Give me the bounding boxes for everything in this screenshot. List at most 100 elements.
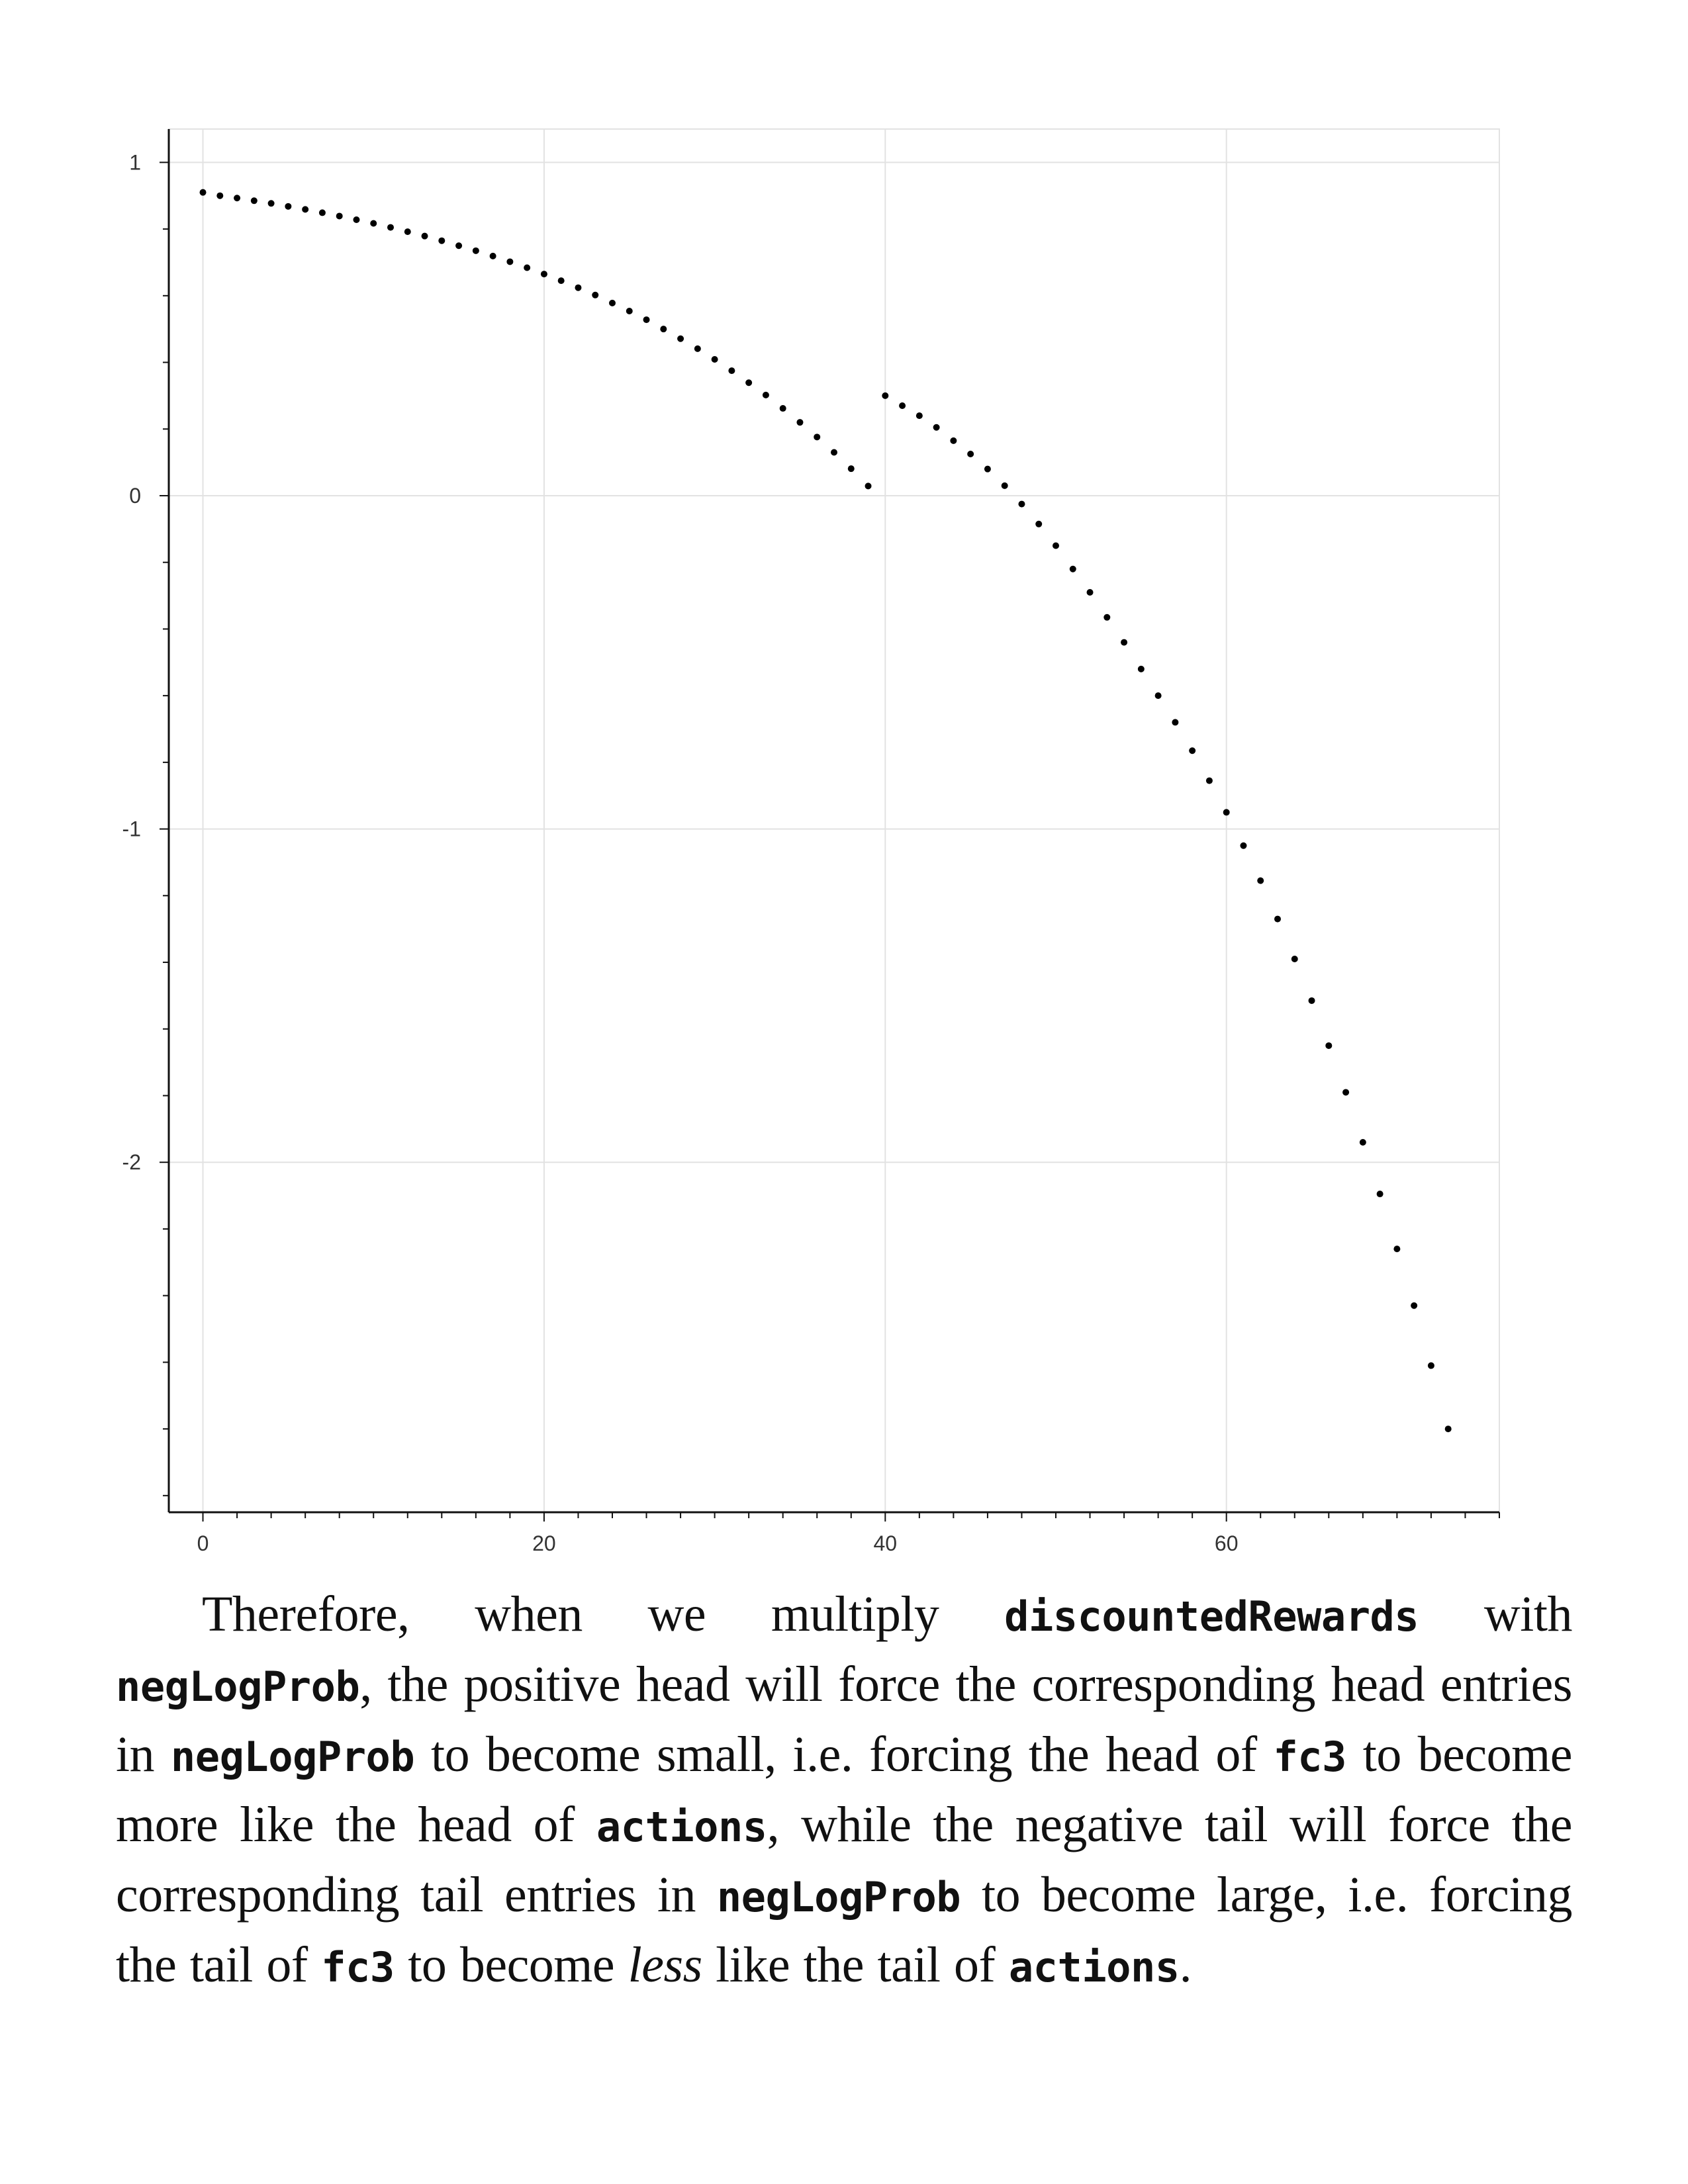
data-point: [1189, 747, 1196, 754]
data-point: [1308, 997, 1315, 1004]
y-tick-label: 0: [129, 484, 141, 508]
data-point: [660, 326, 667, 333]
data-point: [234, 195, 241, 202]
data-point: [1001, 482, 1008, 489]
chart-grid: [168, 128, 1500, 1513]
x-tick-label: 0: [197, 1531, 209, 1555]
data-point: [1444, 1426, 1452, 1433]
chart-axes: [167, 129, 1499, 1514]
data-point: [796, 419, 804, 426]
data-point: [438, 237, 445, 244]
data-point: [557, 277, 565, 285]
data-point: [1359, 1138, 1366, 1146]
x-tick-label: 20: [532, 1531, 556, 1555]
data-point: [1053, 542, 1059, 549]
data-point: [1274, 915, 1281, 923]
data-point: [285, 203, 292, 210]
data-point: [745, 379, 753, 387]
data-point: [302, 206, 309, 213]
data-point: [1376, 1191, 1383, 1198]
text-run: to become large, i.e. forcing the tail o…: [116, 1867, 1573, 1993]
code-discountedRewards: discountedRewards: [1004, 1592, 1419, 1641]
data-point: [933, 424, 940, 431]
data-point: [1325, 1042, 1333, 1049]
data-point: [336, 212, 343, 220]
data-point: [524, 264, 531, 271]
data-point: [1103, 614, 1111, 621]
data-point: [762, 391, 769, 398]
data-point: [421, 232, 428, 240]
data-point: [1291, 956, 1298, 962]
data-point: [814, 433, 821, 441]
data-point: [1257, 877, 1264, 884]
text-run: to become: [394, 1937, 628, 1993]
text-run: , the positive head will force the corre…: [116, 1657, 1573, 1782]
data-point: [1240, 842, 1247, 849]
data-point: [455, 242, 463, 250]
data-point: [831, 449, 837, 456]
data-point: [1035, 520, 1043, 527]
data-point: [489, 252, 496, 259]
data-point: [643, 316, 650, 324]
text-run: to become small, i.e. forcing the head o…: [414, 1727, 1274, 1782]
data-point: [592, 291, 599, 298]
data-point: [967, 451, 974, 458]
code-fc3: fc3: [1273, 1733, 1346, 1781]
data-point: [984, 465, 991, 473]
data-point: [1154, 692, 1162, 700]
data-point: [318, 209, 326, 216]
chart-points: [199, 189, 1452, 1433]
emphasis-less: less: [628, 1937, 703, 1993]
data-point: [199, 189, 207, 196]
data-point: [370, 220, 377, 227]
y-tick-label: 1: [129, 150, 141, 174]
code-negLogProb: negLogProb: [170, 1733, 415, 1781]
data-point: [1018, 500, 1025, 508]
text-run: , while the nega­tive tail will force th…: [116, 1797, 1572, 1923]
text-run: to become more like the head of: [116, 1727, 1573, 1852]
x-tick-label: 60: [1215, 1531, 1239, 1555]
data-point: [609, 299, 616, 306]
data-point: [1223, 809, 1230, 816]
x-tick-label: 40: [874, 1531, 898, 1555]
data-point: [216, 192, 224, 199]
plot-frame: [168, 128, 1500, 1513]
data-point: [575, 284, 582, 291]
data-point: [472, 247, 479, 254]
data-point: [1172, 719, 1179, 726]
text-run: with: [1419, 1586, 1573, 1642]
data-point: [626, 307, 633, 314]
text-run: Therefore, when we multiply: [202, 1586, 1005, 1642]
data-point: [1393, 1246, 1401, 1253]
data-point: [387, 224, 394, 231]
code-actions: actions: [1008, 1943, 1180, 1991]
code-actions: actions: [596, 1803, 767, 1851]
data-point: [1342, 1089, 1350, 1096]
data-point: [1205, 777, 1213, 784]
y-tick-label: -2: [122, 1150, 141, 1174]
data-point: [250, 197, 258, 205]
data-point: [404, 228, 411, 236]
data-point: [915, 412, 923, 420]
data-point: [1069, 565, 1076, 572]
data-point: [1427, 1362, 1434, 1369]
text-run: .: [1179, 1937, 1192, 1993]
data-point: [1137, 665, 1145, 672]
code-negLogProb: negLogProb: [116, 1662, 360, 1711]
data-point: [865, 482, 872, 490]
data-point: [711, 355, 718, 363]
code-negLogProb: negLogProb: [716, 1873, 961, 1921]
body-paragraph: Therefore, when we multiply discountedRe…: [116, 1580, 1573, 2001]
data-point: [1086, 589, 1094, 596]
text-run: like the tail of: [702, 1937, 1009, 1993]
data-point: [1121, 639, 1128, 646]
data-point: [694, 345, 701, 352]
data-point: [950, 437, 957, 444]
data-point: [882, 392, 889, 399]
data-point: [540, 271, 547, 278]
data-point: [847, 465, 855, 473]
data-point: [267, 200, 275, 207]
data-point: [677, 335, 684, 342]
y-tick-label: -1: [122, 817, 141, 841]
data-point: [353, 216, 360, 223]
